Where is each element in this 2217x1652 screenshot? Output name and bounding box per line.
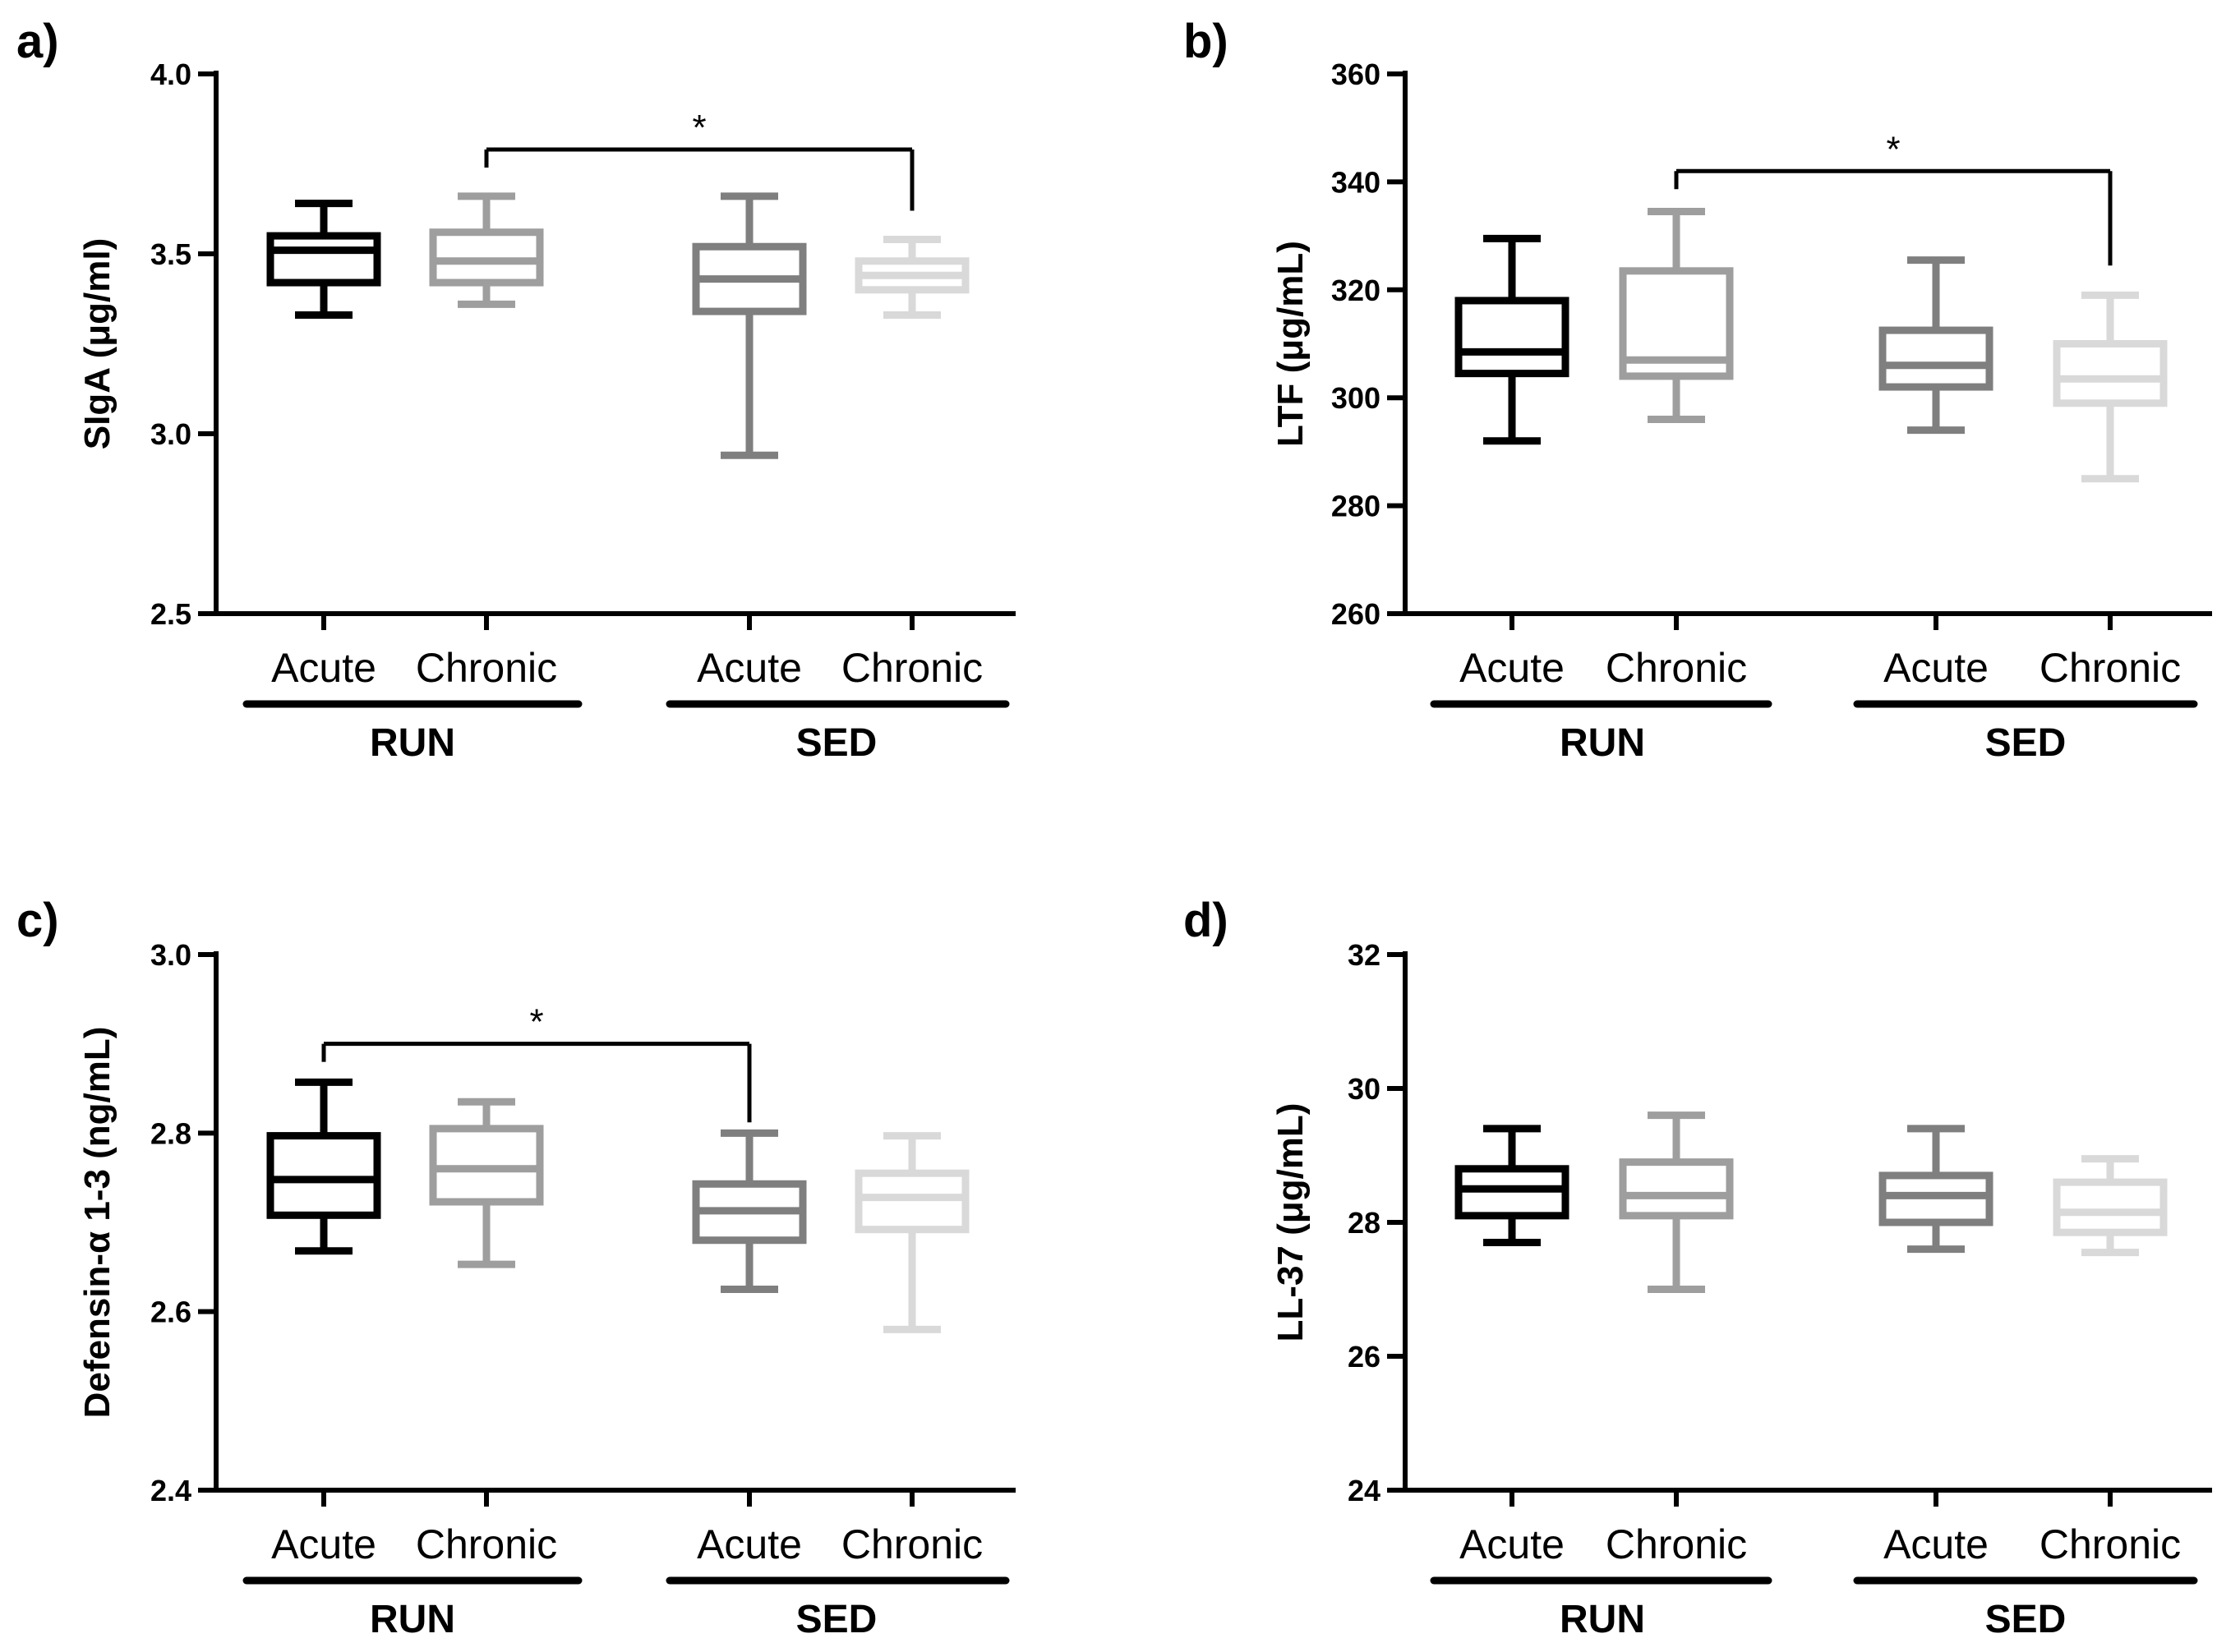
category-label: Acute <box>1883 1521 1989 1567</box>
category-label: Acute <box>697 645 802 691</box>
iqr-box <box>855 1169 970 1234</box>
box-acute-sed <box>1878 256 1993 630</box>
y-tick-label: 2.4 <box>150 1474 191 1507</box>
box-chronic-sed <box>2053 1155 2168 1507</box>
iqr-box <box>1619 1158 1734 1220</box>
y-tick-label: 3.0 <box>150 938 191 972</box>
group-label: RUN <box>370 721 455 765</box>
significance-bracket: * <box>484 108 915 211</box>
group-label: RUN <box>1560 721 1645 765</box>
y-tick-label: 32 <box>1348 938 1380 972</box>
category-label: Chronic <box>841 645 983 691</box>
category-label: Acute <box>271 645 376 691</box>
y-tick-label: 26 <box>1348 1340 1380 1374</box>
y-tick-label: 24 <box>1348 1474 1380 1507</box>
panel-b: b) 260 280 300 320 340 360 LTF (μg/mL) Acute Chro… <box>1183 15 2212 765</box>
significance-star: * <box>529 1002 543 1042</box>
category-label: Chronic <box>841 1521 983 1567</box>
box-chronic-sed <box>855 235 970 630</box>
y-tick-label: 28 <box>1348 1206 1380 1240</box>
y-tick-label: 2.6 <box>150 1295 191 1329</box>
category-label: Chronic <box>416 645 557 691</box>
panel-label: c) <box>16 894 59 947</box>
panel-a: a) 2.5 3.0 3.5 4.0 SIgA (μg/ml) Acute Chronic Ac… <box>16 15 1016 765</box>
box-acute-run <box>266 200 381 630</box>
y-tick-label: 2.5 <box>150 597 191 631</box>
y-tick-label: 340 <box>1331 165 1380 199</box>
significance-bracket: * <box>1674 129 2113 266</box>
iqr-box <box>1878 326 1993 391</box>
group-label: RUN <box>1560 1598 1645 1641</box>
y-tick-label: 30 <box>1348 1072 1380 1106</box>
y-axis-label: SIgA (μg/ml) <box>77 238 118 450</box>
y-tick-label: 3.0 <box>150 417 191 451</box>
box-chronic-sed <box>855 1132 970 1507</box>
y-tick-label: 4.0 <box>150 58 191 91</box>
box-chronic-run <box>429 192 544 630</box>
significance-bracket: * <box>321 1002 752 1123</box>
box-acute-run <box>266 1078 381 1507</box>
y-tick-label: 260 <box>1331 597 1380 631</box>
category-label: Acute <box>697 1521 802 1567</box>
category-label: Chronic <box>1606 1521 1747 1567</box>
y-tick-label: 360 <box>1331 58 1380 91</box>
group-label: SED <box>796 1598 878 1641</box>
panel-label: a) <box>16 15 59 68</box>
y-axis-label: Defensin-α 1-3 (ng/mL) <box>77 1027 118 1419</box>
y-tick-label: 3.5 <box>150 237 191 271</box>
panel-label: d) <box>1183 894 1228 947</box>
category-label: Chronic <box>416 1521 557 1567</box>
iqr-box <box>1619 267 1734 380</box>
y-axis-label: LTF (μg/mL) <box>1270 241 1311 447</box>
iqr-box <box>266 1132 381 1219</box>
significance-star: * <box>692 108 706 148</box>
iqr-box <box>266 232 381 287</box>
y-tick-label: 300 <box>1331 381 1380 415</box>
panel-label: b) <box>1183 15 1228 68</box>
category-label: Acute <box>1459 645 1565 691</box>
box-chronic-sed <box>2053 291 2168 630</box>
box-acute-sed <box>692 192 807 630</box>
group-label: SED <box>796 721 878 765</box>
box-chronic-run <box>1619 1111 1734 1507</box>
category-label: Acute <box>1459 1521 1565 1567</box>
y-axis-label: LL-37 (μg/mL) <box>1270 1103 1311 1342</box>
panel-c: c) 2.4 2.6 2.8 3.0 Defensin-α 1-3 (ng/mL) Acut… <box>16 894 1016 1641</box>
panel-d: d) 24 26 28 30 32 LL-37 (μg/mL) Acute Chronic Acu… <box>1183 894 2212 1641</box>
category-label: Acute <box>1883 645 1989 691</box>
significance-star: * <box>1886 129 1900 169</box>
category-label: Acute <box>271 1521 376 1567</box>
box-acute-run <box>1454 234 1569 630</box>
box-chronic-run <box>1619 208 1734 630</box>
box-acute-sed <box>692 1129 807 1507</box>
group-label: SED <box>1985 721 2067 765</box>
iqr-box <box>1454 297 1569 378</box>
category-label: Chronic <box>2040 645 2181 691</box>
group-label: SED <box>1985 1598 2067 1641</box>
iqr-box <box>2053 1178 2168 1236</box>
y-tick-label: 320 <box>1331 274 1380 307</box>
y-tick-label: 280 <box>1331 490 1380 523</box>
iqr-box <box>2053 340 2168 407</box>
box-acute-sed <box>1878 1125 1993 1507</box>
category-label: Chronic <box>2040 1521 2181 1567</box>
category-label: Chronic <box>1606 645 1747 691</box>
box-chronic-run <box>429 1097 544 1507</box>
y-tick-label: 2.8 <box>150 1116 191 1150</box>
group-label: RUN <box>370 1598 455 1641</box>
box-acute-run <box>1454 1125 1569 1507</box>
